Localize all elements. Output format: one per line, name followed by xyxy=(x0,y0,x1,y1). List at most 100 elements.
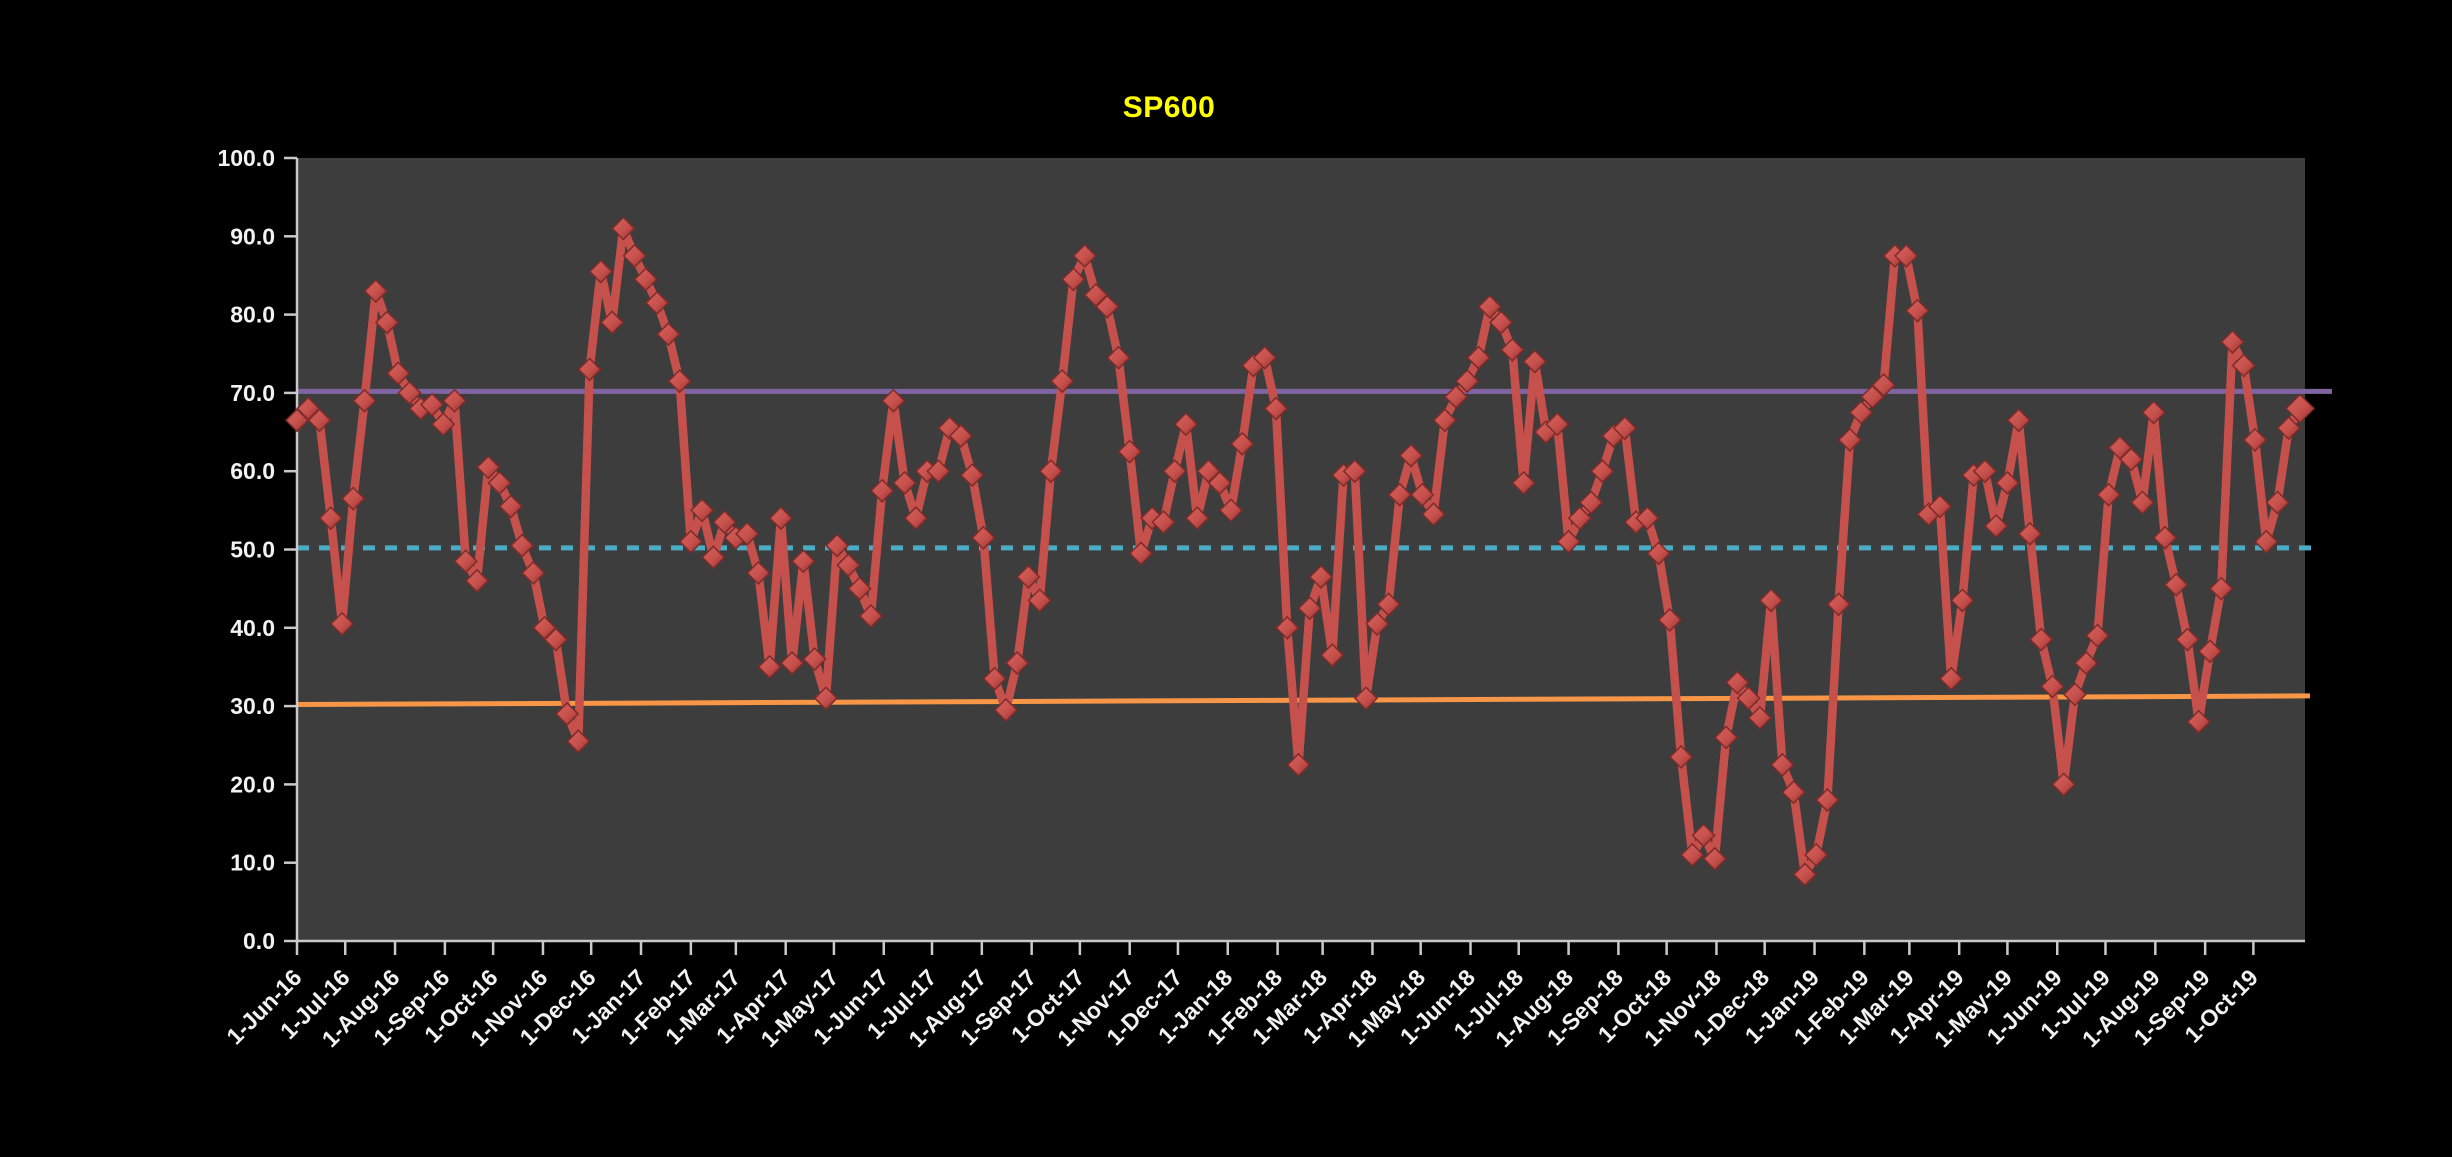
data-point-marker[interactable] xyxy=(1173,412,1199,437)
data-point-marker[interactable] xyxy=(1826,592,1851,617)
data-point-marker[interactable] xyxy=(645,290,670,315)
data-point-marker[interactable] xyxy=(318,506,343,531)
data-point-marker[interactable] xyxy=(1871,373,1896,398)
data-point-marker[interactable] xyxy=(656,322,681,347)
data-point-marker[interactable] xyxy=(2029,627,2054,652)
data-point-marker[interactable] xyxy=(1477,294,1502,319)
data-point-marker[interactable] xyxy=(2006,408,2031,433)
data-point-marker[interactable] xyxy=(791,549,816,574)
data-point-marker[interactable] xyxy=(1117,439,1142,464)
data-point-marker[interactable] xyxy=(993,697,1018,723)
data-point-marker[interactable] xyxy=(1353,686,1379,711)
data-point-marker[interactable] xyxy=(329,611,355,636)
data-point-marker[interactable] xyxy=(1342,459,1367,484)
data-point-marker[interactable] xyxy=(926,459,951,484)
data-point-marker[interactable] xyxy=(1590,459,1615,484)
data-point-marker[interactable] xyxy=(352,388,377,413)
data-point-marker[interactable] xyxy=(1612,416,1637,441)
data-point-marker[interactable] xyxy=(509,533,535,558)
data-point-marker[interactable] xyxy=(1162,459,1187,484)
data-point-marker[interactable] xyxy=(363,279,388,304)
data-point-marker[interactable] xyxy=(2141,400,2166,425)
data-point-marker[interactable] xyxy=(2175,627,2200,652)
data-point-marker[interactable] xyxy=(1218,498,1244,523)
data-point-marker[interactable] xyxy=(667,369,692,394)
data-point-marker[interactable] xyxy=(1128,541,1154,566)
data-point-marker[interactable] xyxy=(780,650,805,676)
data-point-marker[interactable] xyxy=(948,423,973,449)
data-point-marker[interactable] xyxy=(1792,862,1817,887)
data-point-marker[interactable] xyxy=(836,553,861,578)
data-point-marker[interactable] xyxy=(622,243,647,268)
data-point-marker[interactable] xyxy=(2051,772,2076,797)
data-point-marker[interactable] xyxy=(2119,447,2144,472)
data-point-marker[interactable] xyxy=(1365,611,1390,636)
data-point-marker[interactable] xyxy=(1376,592,1401,617)
data-point-marker[interactable] xyxy=(712,510,737,535)
data-point-marker[interactable] xyxy=(1500,337,1525,362)
data-point-marker[interactable] xyxy=(1027,588,1052,613)
data-point-marker[interactable] xyxy=(2040,674,2065,699)
data-point-marker[interactable] xyxy=(2096,482,2121,507)
data-point-marker[interactable] xyxy=(1308,564,1334,589)
data-point-marker[interactable] xyxy=(2242,427,2268,452)
data-point-marker[interactable] xyxy=(1455,369,1480,394)
data-point-marker[interactable] xyxy=(2254,529,2279,554)
data-point-marker[interactable] xyxy=(1725,670,1750,695)
data-point-marker[interactable] xyxy=(1939,666,1964,691)
data-point-marker[interactable] xyxy=(1038,459,1064,484)
data-point-marker[interactable] xyxy=(678,529,703,554)
data-point-marker[interactable] xyxy=(802,647,827,672)
data-point-marker[interactable] xyxy=(588,259,613,284)
data-point-marker[interactable] xyxy=(1702,846,1727,871)
data-point-marker[interactable] xyxy=(1646,541,1671,566)
data-point-marker[interactable] xyxy=(1894,243,1919,268)
data-point-marker[interactable] xyxy=(419,392,445,417)
data-point-marker[interactable] xyxy=(1106,345,1131,370)
data-point-marker[interactable] xyxy=(1770,752,1795,777)
data-point-marker[interactable] xyxy=(600,310,625,335)
data-point-marker[interactable] xyxy=(1398,443,1424,468)
data-point-marker[interactable] xyxy=(2220,329,2245,355)
data-point-marker[interactable] xyxy=(1263,396,1289,421)
data-point-marker[interactable] xyxy=(1286,752,1311,777)
data-point-marker[interactable] xyxy=(1185,506,1210,531)
data-point-marker[interactable] xyxy=(1657,607,1682,633)
data-point-marker[interactable] xyxy=(1320,643,1345,668)
last-data-point-marker[interactable] xyxy=(2284,393,2316,424)
data-point-marker[interactable] xyxy=(1252,345,1277,370)
data-point-marker[interactable] xyxy=(555,701,580,726)
data-point-marker[interactable] xyxy=(464,568,490,593)
data-point-marker[interactable] xyxy=(1984,513,2009,539)
data-point-marker[interactable] xyxy=(1443,384,1469,409)
data-point-marker[interactable] xyxy=(2085,623,2110,648)
data-point-marker[interactable] xyxy=(960,463,985,488)
data-point-marker[interactable] xyxy=(903,506,928,531)
data-point-marker[interactable] xyxy=(611,216,636,241)
data-point-marker[interactable] xyxy=(870,478,895,503)
data-point-marker[interactable] xyxy=(982,666,1007,691)
data-point-marker[interactable] xyxy=(768,506,793,531)
data-point-marker[interactable] xyxy=(1927,494,1952,519)
data-point-marker[interactable] xyxy=(1635,506,1660,531)
data-point-marker[interactable] xyxy=(858,603,883,629)
data-point-marker[interactable] xyxy=(2231,353,2256,378)
data-point-marker[interactable] xyxy=(2265,490,2290,515)
data-point-marker[interactable] xyxy=(2017,521,2042,546)
data-point-marker[interactable] xyxy=(971,525,996,550)
data-point-marker[interactable] xyxy=(1804,842,1829,867)
data-point-marker[interactable] xyxy=(1005,650,1030,676)
data-point-marker[interactable] xyxy=(1736,686,1761,711)
data-point-marker[interactable] xyxy=(1297,596,1322,621)
data-point-marker[interactable] xyxy=(397,380,422,405)
data-point-marker[interactable] xyxy=(1095,294,1120,319)
data-point-marker[interactable] xyxy=(881,388,906,413)
data-point-marker[interactable] xyxy=(543,627,568,652)
data-point-marker[interactable] xyxy=(453,549,478,574)
data-point-marker[interactable] xyxy=(577,357,602,382)
data-point-marker[interactable] xyxy=(1488,310,1514,335)
data-point-marker[interactable] xyxy=(1837,427,1862,452)
data-point-marker[interactable] xyxy=(1950,588,1975,613)
data-point-marker[interactable] xyxy=(374,310,400,335)
